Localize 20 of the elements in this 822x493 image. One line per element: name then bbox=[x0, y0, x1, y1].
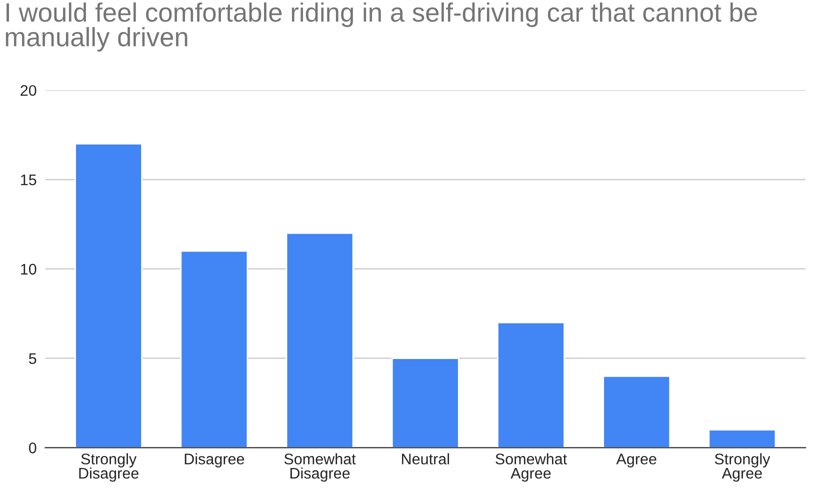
y-tick-label: 0 bbox=[28, 442, 36, 454]
bar bbox=[497, 322, 565, 448]
x-tick-label: Somewhat Disagree bbox=[284, 453, 356, 482]
x-tick-label: Agree bbox=[616, 454, 656, 468]
y-tick-label: 5 bbox=[28, 353, 36, 364]
x-tick-label: Strongly Agree bbox=[714, 453, 770, 482]
bar bbox=[180, 250, 248, 448]
y-tick-label: 10 bbox=[21, 264, 36, 275]
bar bbox=[391, 358, 460, 448]
x-tick-label: Strongly Disagree bbox=[79, 453, 138, 482]
chart-title: I would feel comfortable riding in a self-driving car that cannot be manually driven bbox=[6, 2, 757, 52]
x-tick-label: Neutral bbox=[402, 453, 449, 464]
y-tick-label: 15 bbox=[21, 174, 36, 186]
bar bbox=[602, 375, 671, 448]
bar bbox=[286, 232, 354, 448]
x-tick-label: Somewhat Agree bbox=[496, 453, 567, 482]
x-tick-label: Disagree bbox=[184, 453, 244, 468]
y-tick-label: 20 bbox=[20, 85, 36, 96]
bar bbox=[708, 429, 776, 448]
bar bbox=[74, 143, 143, 448]
